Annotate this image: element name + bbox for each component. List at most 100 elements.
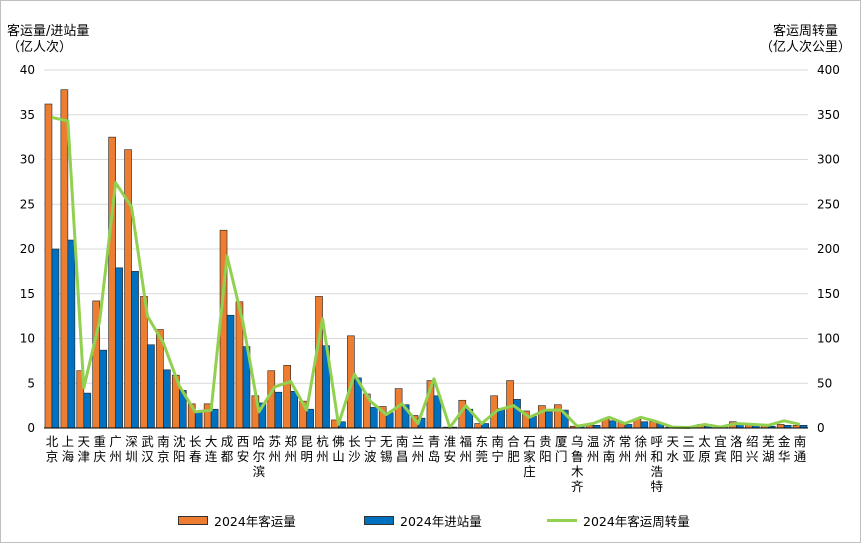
category-label-18: 佛山 <box>332 434 345 464</box>
legend-label-entry: 2024年进站量 <box>400 514 482 529</box>
bar-passenger-15 <box>283 365 292 429</box>
category-label-2: 天津 <box>78 434 91 464</box>
left-tick-label: 10 <box>20 332 35 346</box>
category-label-20: 宁波 <box>364 434 377 464</box>
category-label-45: 芜湖 <box>762 434 775 464</box>
category-label-43: 洛阳 <box>730 434 743 464</box>
category-label-41: 太原 <box>698 434 711 464</box>
category-label-4: 广州 <box>109 434 122 464</box>
category-label-17: 杭州 <box>316 434 329 464</box>
bar-passenger-17 <box>315 296 323 429</box>
bar-entry-16 <box>306 408 314 429</box>
category-label-7: 南京 <box>157 434 170 464</box>
bar-entry-35 <box>608 420 617 429</box>
bar-passenger-5 <box>124 149 132 429</box>
right-tick-label: 350 <box>817 108 840 122</box>
left-tick-label: 20 <box>20 242 35 256</box>
category-label-32: 厦门 <box>555 434 568 464</box>
legend-label-passenger: 2024年客运量 <box>214 514 296 529</box>
bar-entry-3 <box>99 349 108 429</box>
right-axis-title-line1: 客运周转量 <box>772 24 838 39</box>
category-label-37: 徐州 <box>635 434 648 464</box>
bar-entry-20 <box>369 407 378 429</box>
right-tick-label: 300 <box>817 153 840 167</box>
category-label-38: 呼和浩特 <box>651 434 664 494</box>
bar-entry-6 <box>147 344 155 429</box>
bar-passenger-46 <box>776 424 785 429</box>
category-label-42: 宜宾 <box>714 434 727 464</box>
left-tick-label: 40 <box>20 63 35 77</box>
bar-passenger-0 <box>44 103 53 429</box>
left-axis-title-line1: 客运量/进站量 <box>7 24 90 39</box>
category-label-27: 东莞 <box>475 434 488 464</box>
left-tick-label: 5 <box>27 376 35 390</box>
right-tick-label: 250 <box>817 197 840 211</box>
bar-entry-36 <box>624 424 633 429</box>
left-axis-title-line2: （亿人次） <box>7 40 73 55</box>
right-tick-label: 150 <box>817 287 840 301</box>
right-tick-label: 200 <box>817 242 840 256</box>
category-label-47: 南通 <box>794 434 807 464</box>
bar-entry-10 <box>210 408 219 429</box>
category-label-46: 金华 <box>778 434 791 464</box>
bar-entry-14 <box>274 391 283 429</box>
turnover-line <box>51 115 801 430</box>
bar-entry-4 <box>115 267 123 429</box>
left-tick-labels: 0 5 10 15 20 25 30 35 40 <box>20 63 35 435</box>
category-label-12: 西安 <box>237 434 250 464</box>
left-tick-label: 0 <box>27 421 35 435</box>
bar-entry-29 <box>513 399 521 429</box>
category-label-34: 温州 <box>587 434 600 464</box>
right-tick-label: 400 <box>817 63 840 77</box>
bar-entry-5 <box>131 271 139 429</box>
bar-entry-31 <box>545 411 553 429</box>
left-tick-label: 25 <box>20 197 35 211</box>
category-label-28: 南宁 <box>491 434 504 464</box>
category-label-15: 郑州 <box>284 434 297 464</box>
bar-entry-2 <box>83 392 92 429</box>
category-labels: 北京上海天津重庆广州深圳武汉南京沈阳长春大连成都西安哈尔滨苏州郑州昆明杭州佛山长… <box>46 434 807 494</box>
category-label-26: 福州 <box>460 434 473 464</box>
bar-entry-9 <box>194 410 203 429</box>
category-label-30: 石家庄 <box>523 434 536 479</box>
category-label-11: 成都 <box>221 434 234 464</box>
right-tick-label: 100 <box>817 332 840 346</box>
left-tick-label: 30 <box>20 153 35 167</box>
legend-swatch-passenger <box>178 516 208 525</box>
category-label-23: 兰州 <box>412 434 425 464</box>
category-label-19: 长沙 <box>348 434 361 464</box>
legend-label-turnover: 2024年客运周转量 <box>583 514 690 529</box>
bar-passenger-32 <box>553 404 562 429</box>
category-label-1: 上海 <box>62 434 75 464</box>
category-label-40: 三亚 <box>682 434 695 464</box>
right-axis-title-line2: （亿人次公里） <box>759 40 851 55</box>
right-axis-title: 客运周转量 （亿人次公里） <box>760 24 851 56</box>
legend-item-turnover: 2024年客运周转量 <box>547 511 690 530</box>
bars <box>44 89 808 429</box>
category-label-9: 长春 <box>189 434 202 464</box>
left-axis-title: 客运量/进站量 （亿人次） <box>7 24 89 56</box>
bar-passenger-29 <box>506 380 514 429</box>
bar-entry-0 <box>51 248 60 429</box>
category-label-8: 沈阳 <box>173 434 186 464</box>
category-label-24: 青岛 <box>428 434 441 464</box>
legend-item-passenger: 2024年客运量 <box>178 511 296 530</box>
category-label-29: 合肥 <box>507 434 520 464</box>
category-label-0: 北京 <box>46 434 59 464</box>
category-label-39: 天水 <box>666 434 679 464</box>
category-label-16: 昆明 <box>300 434 313 464</box>
category-label-5: 深圳 <box>125 434 138 464</box>
category-label-21: 无锡 <box>380 434 393 464</box>
legend-swatch-entry <box>364 516 394 525</box>
legend-swatch-turnover <box>547 519 577 522</box>
gridlines <box>44 69 808 384</box>
category-label-13: 哈尔滨 <box>253 434 266 479</box>
category-label-25: 淮安 <box>444 434 457 464</box>
category-label-44: 绍兴 <box>746 434 759 464</box>
right-tick-label: 0 <box>817 421 825 435</box>
category-label-3: 重庆 <box>93 434 106 464</box>
right-tick-labels: 0 50 100 150 200 250 300 350 400 <box>817 63 840 435</box>
right-tick-label: 50 <box>817 376 832 390</box>
bar-entry-37 <box>640 421 649 429</box>
